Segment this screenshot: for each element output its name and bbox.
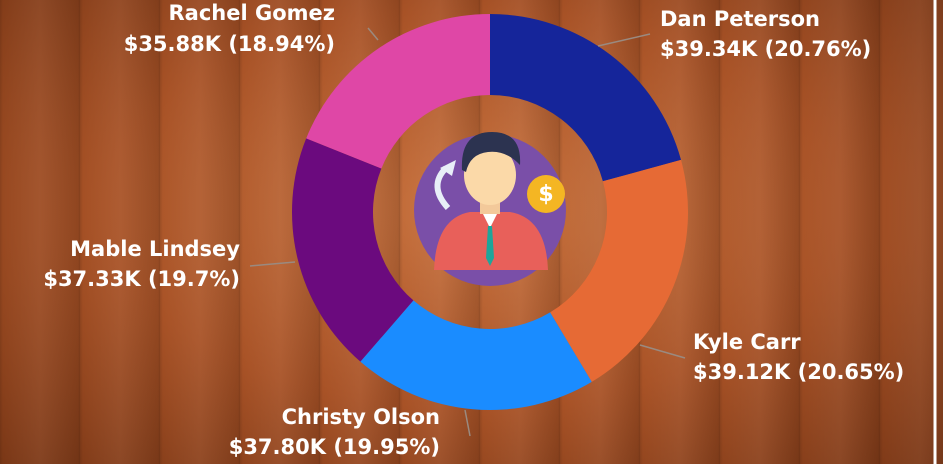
slice-name: Rachel Gomez	[168, 1, 335, 25]
donut-slice	[292, 138, 414, 362]
leader-line	[639, 344, 686, 359]
slice-value: $35.88K (18.94%)	[124, 32, 335, 56]
slice-value: $39.34K (20.76%)	[660, 37, 871, 61]
slice-name: Mable Lindsey	[70, 237, 240, 261]
center-icon: $	[414, 132, 566, 286]
leader-line	[367, 27, 379, 41]
slice-name: Kyle Carr	[693, 330, 801, 354]
slice-name: Dan Peterson	[660, 7, 820, 31]
donut	[292, 14, 688, 410]
donut-slice	[360, 300, 592, 410]
slice-value: $39.12K (20.65%)	[693, 360, 904, 384]
svg-text:$: $	[538, 182, 553, 207]
labels: Dan Peterson $39.34K (20.76%) Kyle Carr $39…	[43, 1, 904, 459]
donut-slice	[490, 14, 682, 182]
leader-line	[464, 409, 471, 437]
slice-value: $37.80K (19.95%)	[229, 435, 440, 459]
slice-value: $37.33K (19.7%)	[43, 267, 240, 291]
donut-slice	[550, 159, 688, 382]
slice-name: Christy Olson	[282, 405, 440, 429]
leader-line	[249, 261, 296, 267]
donut-slice	[306, 14, 490, 169]
leader-line	[597, 33, 651, 47]
